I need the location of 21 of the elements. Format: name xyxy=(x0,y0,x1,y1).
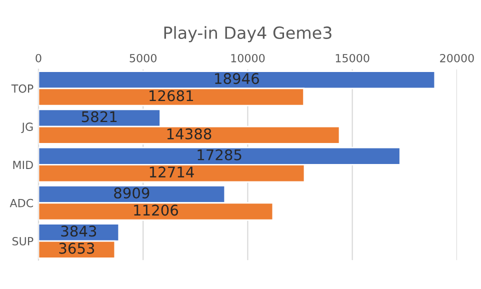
data-label: 12714 xyxy=(150,166,194,178)
y-tick-label: SUP xyxy=(12,237,34,246)
y-tick-label: ADC xyxy=(10,198,34,208)
y-tick-label: JG xyxy=(21,122,33,134)
data-label: 18946 xyxy=(215,73,259,84)
y-tick-label: TOP xyxy=(11,84,34,93)
y-tick-label: MID xyxy=(13,160,33,169)
x-tick-label: 0 xyxy=(36,54,42,62)
data-label: 8909 xyxy=(114,187,150,199)
x-tick-label: 5000 xyxy=(130,54,156,62)
data-label: 17285 xyxy=(198,149,242,160)
chart-title: Play-in Day4 Geme3 xyxy=(164,26,332,42)
data-label: 5821 xyxy=(82,111,117,122)
data-label: 12681 xyxy=(150,90,193,102)
x-tick-label: 20000 xyxy=(440,54,474,62)
data-label: 3653 xyxy=(59,242,94,254)
x-tick-label: 10000 xyxy=(231,54,265,62)
x-tick-label: 15000 xyxy=(336,54,370,62)
data-label: 11206 xyxy=(134,204,178,216)
data-label: 14388 xyxy=(167,128,212,140)
data-label: 3843 xyxy=(61,226,96,237)
